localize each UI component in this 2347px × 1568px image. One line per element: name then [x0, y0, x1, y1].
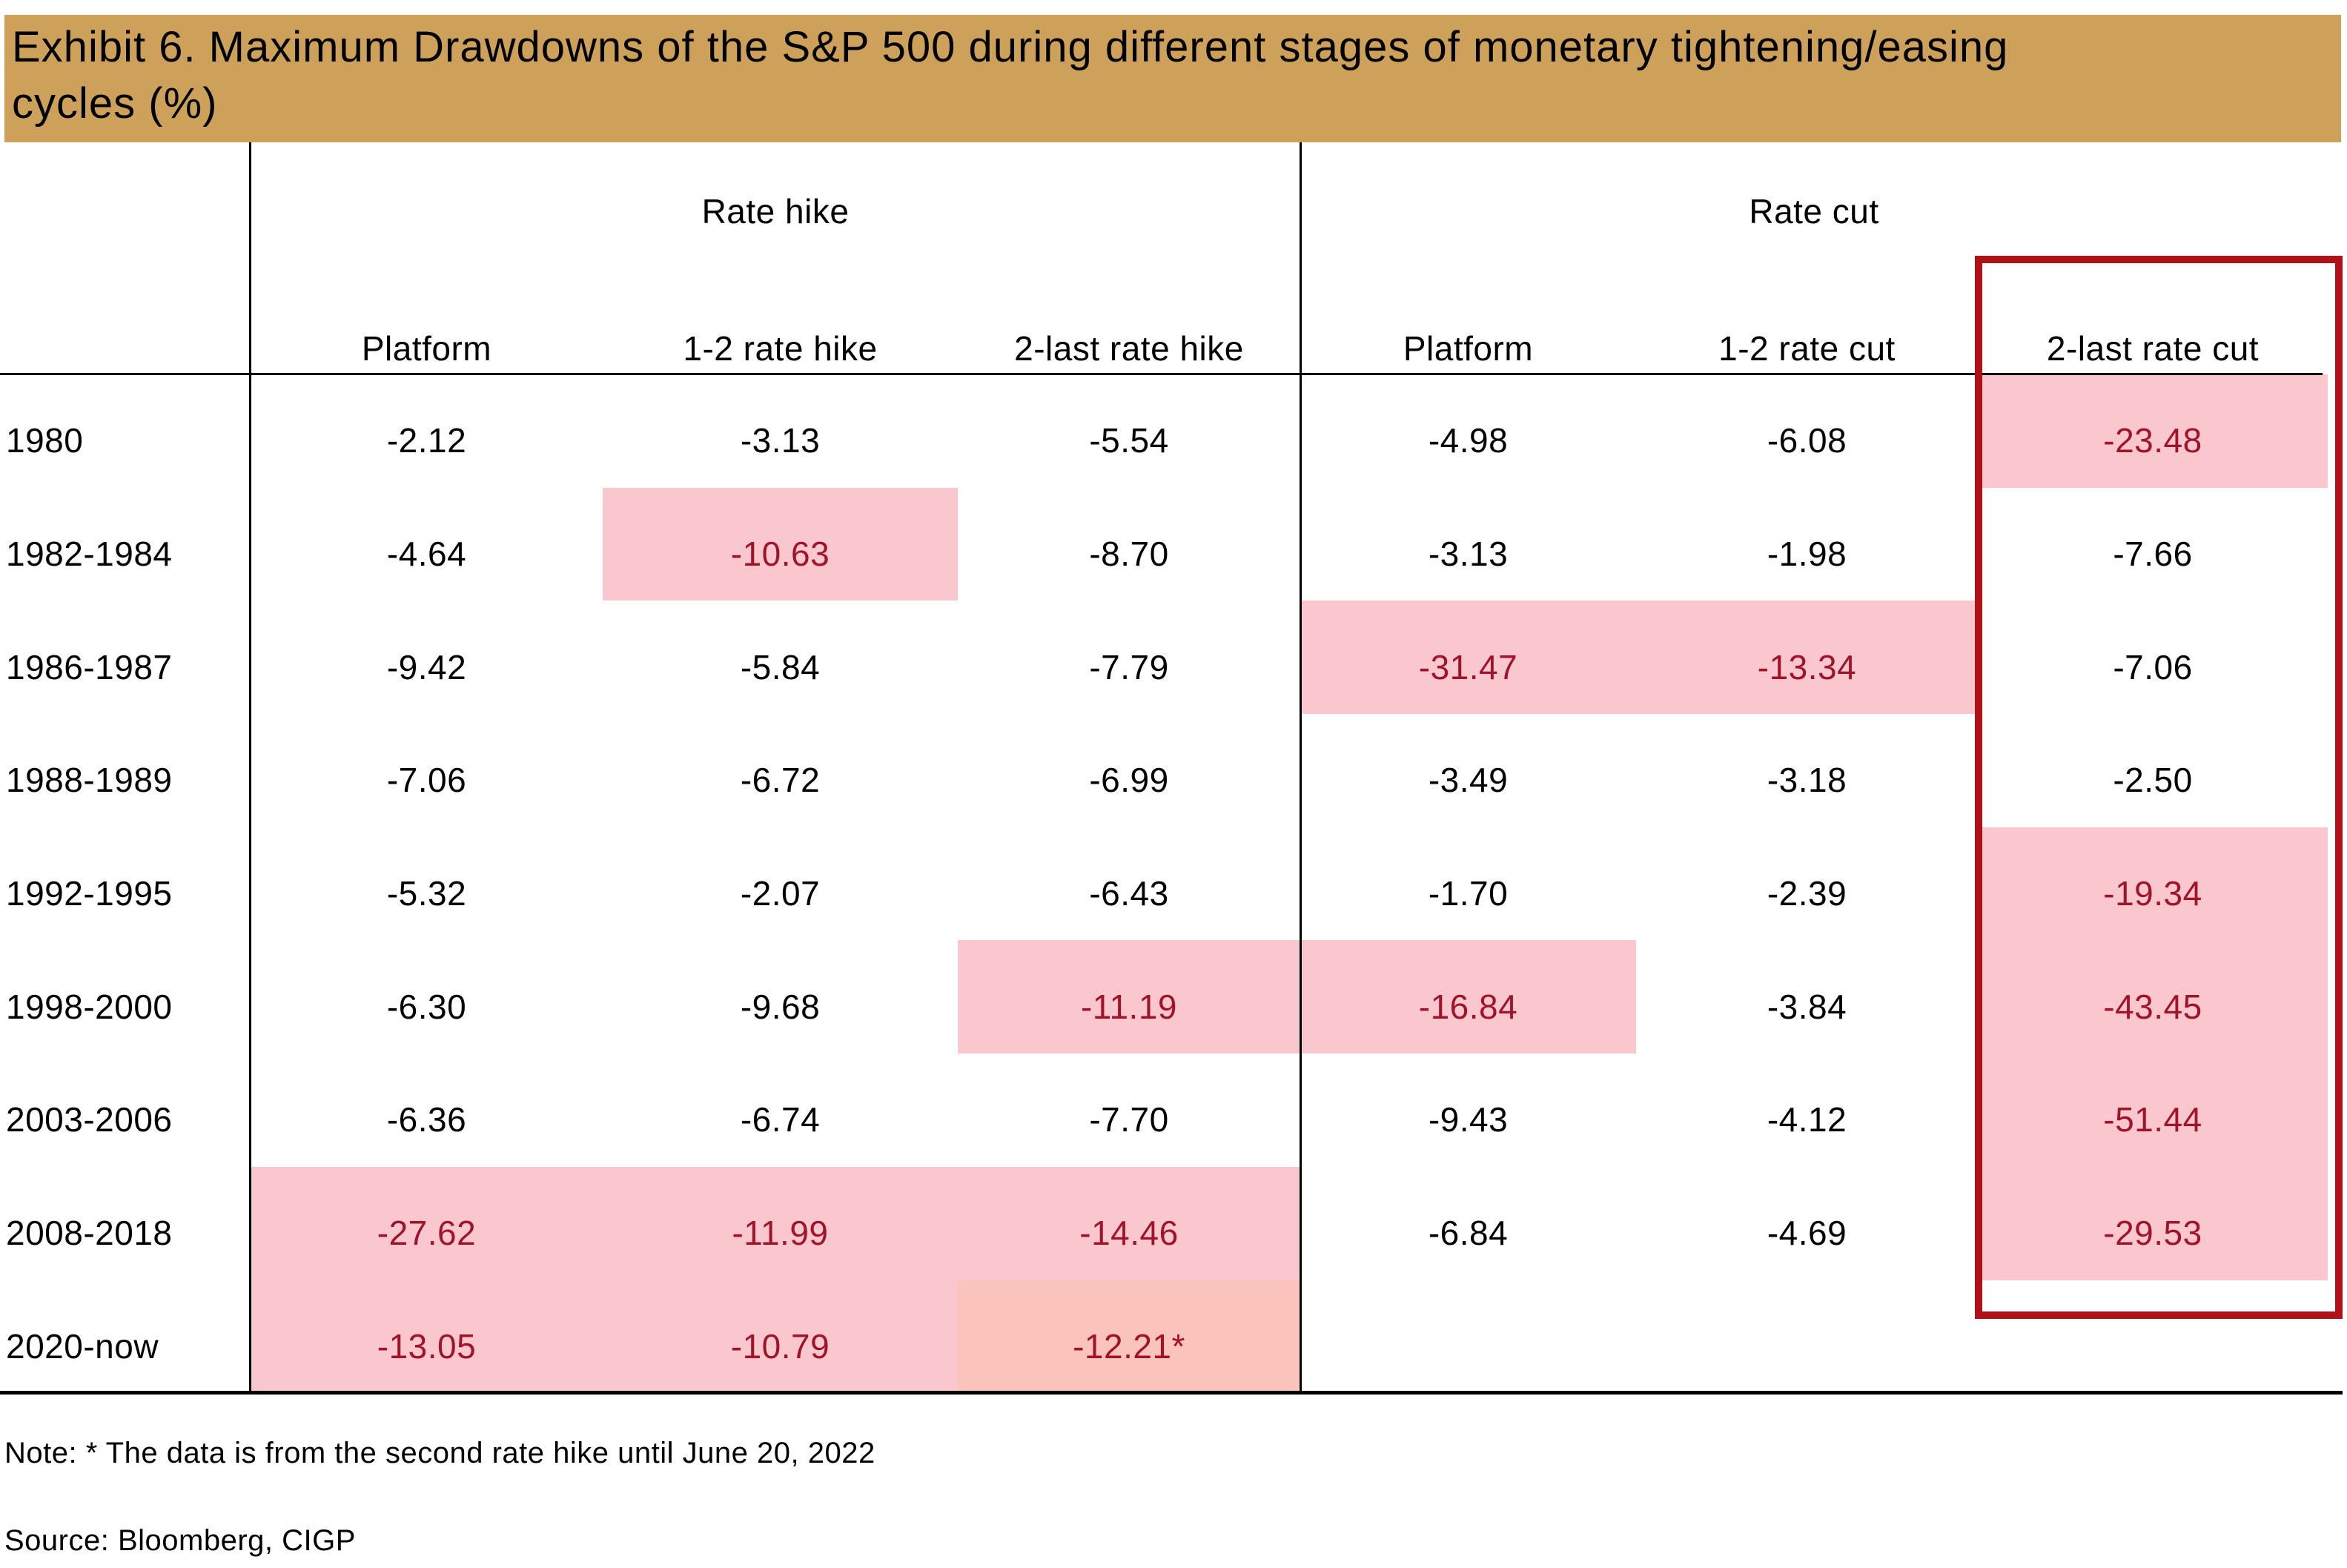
- row-label: 2020-now: [6, 1326, 159, 1366]
- table-cell: -11.99: [603, 1166, 958, 1280]
- header-underline: [0, 373, 2323, 375]
- table-cell: -2.12: [386, 421, 467, 460]
- footnote: Note: * The data is from the second rate…: [4, 1437, 875, 1469]
- table-cell: -16.84: [1300, 940, 1636, 1054]
- table-cell: -7.79: [1089, 647, 1169, 687]
- row-label: 1980: [6, 421, 84, 460]
- table-cell: [1636, 1280, 1978, 1394]
- table-cell: -3.13: [740, 421, 821, 460]
- table-cell: -11.19: [958, 940, 1300, 1054]
- row-label: 1988-1989: [6, 761, 173, 800]
- table-cell: -1.98: [1767, 535, 1847, 574]
- row-label: 1998-2000: [6, 987, 173, 1026]
- column-header: 1-2 rate cut: [1718, 329, 1896, 368]
- row-label: 1982-1984: [6, 535, 173, 574]
- table-left-border: [249, 142, 251, 1393]
- table-cell: -27.62: [251, 1166, 603, 1280]
- table-cell: -5.84: [740, 647, 821, 687]
- exhibit-title-line-1: Exhibit 6. Maximum Drawdowns of the S&P …: [12, 23, 2009, 71]
- table-cell: -6.84: [1428, 1214, 1509, 1253]
- table-cell: -6.30: [386, 987, 467, 1026]
- group-header-rate-hike: Rate hike: [701, 192, 850, 231]
- column-header: 1-2 rate hike: [683, 329, 878, 368]
- table-cell: -2.07: [740, 874, 821, 913]
- corner-cell: [0, 141, 251, 282]
- table-cell: -29.53: [1978, 1166, 2328, 1280]
- table-cell: -6.08: [1767, 421, 1847, 460]
- table-cell: -6.99: [1089, 761, 1169, 800]
- table-cell: -5.32: [386, 874, 467, 913]
- table-cell: -13.05: [251, 1280, 603, 1394]
- row-label: 1986-1987: [6, 647, 173, 687]
- table-middle-divider: [1300, 142, 1302, 1393]
- table-cell: -6.74: [740, 1100, 821, 1139]
- table-cell: -4.64: [386, 535, 467, 574]
- column-header: 2-last rate cut: [2046, 329, 2260, 368]
- table-bottom-border: [0, 1391, 2343, 1395]
- table-cell: -10.63: [603, 487, 958, 601]
- table-cell: -2.39: [1767, 874, 1847, 913]
- drawdown-table: Rate hike Rate cut Platform 1-2 rate hik…: [0, 141, 2328, 1394]
- table-cell: -4.12: [1767, 1100, 1847, 1139]
- column-header: 2-last rate hike: [1014, 329, 1244, 368]
- table-cell: -51.44: [1978, 1053, 2328, 1167]
- column-header: Platform: [361, 329, 492, 368]
- source-line: Source: Bloomberg, CIGP: [4, 1524, 356, 1557]
- table-cell: -5.54: [1089, 421, 1169, 460]
- table-cell: [1300, 1280, 1636, 1394]
- group-header-rate-cut: Rate cut: [1749, 192, 1879, 231]
- row-label: 1992-1995: [6, 874, 173, 913]
- table-cell: -3.49: [1428, 761, 1509, 800]
- table-cell: -3.84: [1767, 987, 1847, 1026]
- table-cell: -6.36: [386, 1100, 467, 1139]
- row-label: 2003-2006: [6, 1100, 173, 1139]
- exhibit-title-line-2: cycles (%): [12, 79, 218, 128]
- table-cell: -2.50: [2113, 761, 2193, 800]
- table-cell: -12.21*: [958, 1280, 1300, 1394]
- table-cell: -7.06: [2113, 647, 2193, 687]
- table-cell: -4.69: [1767, 1214, 1847, 1253]
- table-cell: -13.34: [1636, 601, 1978, 715]
- table-cell: -31.47: [1300, 601, 1636, 715]
- table-cell: -23.48: [1978, 374, 2328, 488]
- exhibit-title-bar: Exhibit 6. Maximum Drawdowns of the S&P …: [4, 15, 2341, 142]
- table-cell: -4.98: [1428, 421, 1509, 460]
- row-label: 2008-2018: [6, 1214, 173, 1253]
- table-cell: -9.42: [386, 647, 467, 687]
- table-cell: -6.72: [740, 761, 821, 800]
- table-cell: -9.68: [740, 987, 821, 1026]
- table-cell: -3.13: [1428, 535, 1509, 574]
- table-cell: -9.43: [1428, 1100, 1509, 1139]
- table-cell: -1.70: [1428, 874, 1509, 913]
- table-cell: -3.18: [1767, 761, 1847, 800]
- table-cell: -7.06: [386, 761, 467, 800]
- table-cell: -7.70: [1089, 1100, 1169, 1139]
- table-cell: -6.43: [1089, 874, 1169, 913]
- table-cell: -8.70: [1089, 535, 1169, 574]
- column-header: Platform: [1403, 329, 1534, 368]
- table-cell: -10.79: [603, 1280, 958, 1394]
- emphasis-box-2-last-rate-cut: [1975, 256, 2343, 1319]
- table-cell: -43.45: [1978, 940, 2328, 1054]
- table-cell: -14.46: [958, 1166, 1300, 1280]
- table-cell: -7.66: [2113, 535, 2193, 574]
- table-cell: -19.34: [1978, 827, 2328, 941]
